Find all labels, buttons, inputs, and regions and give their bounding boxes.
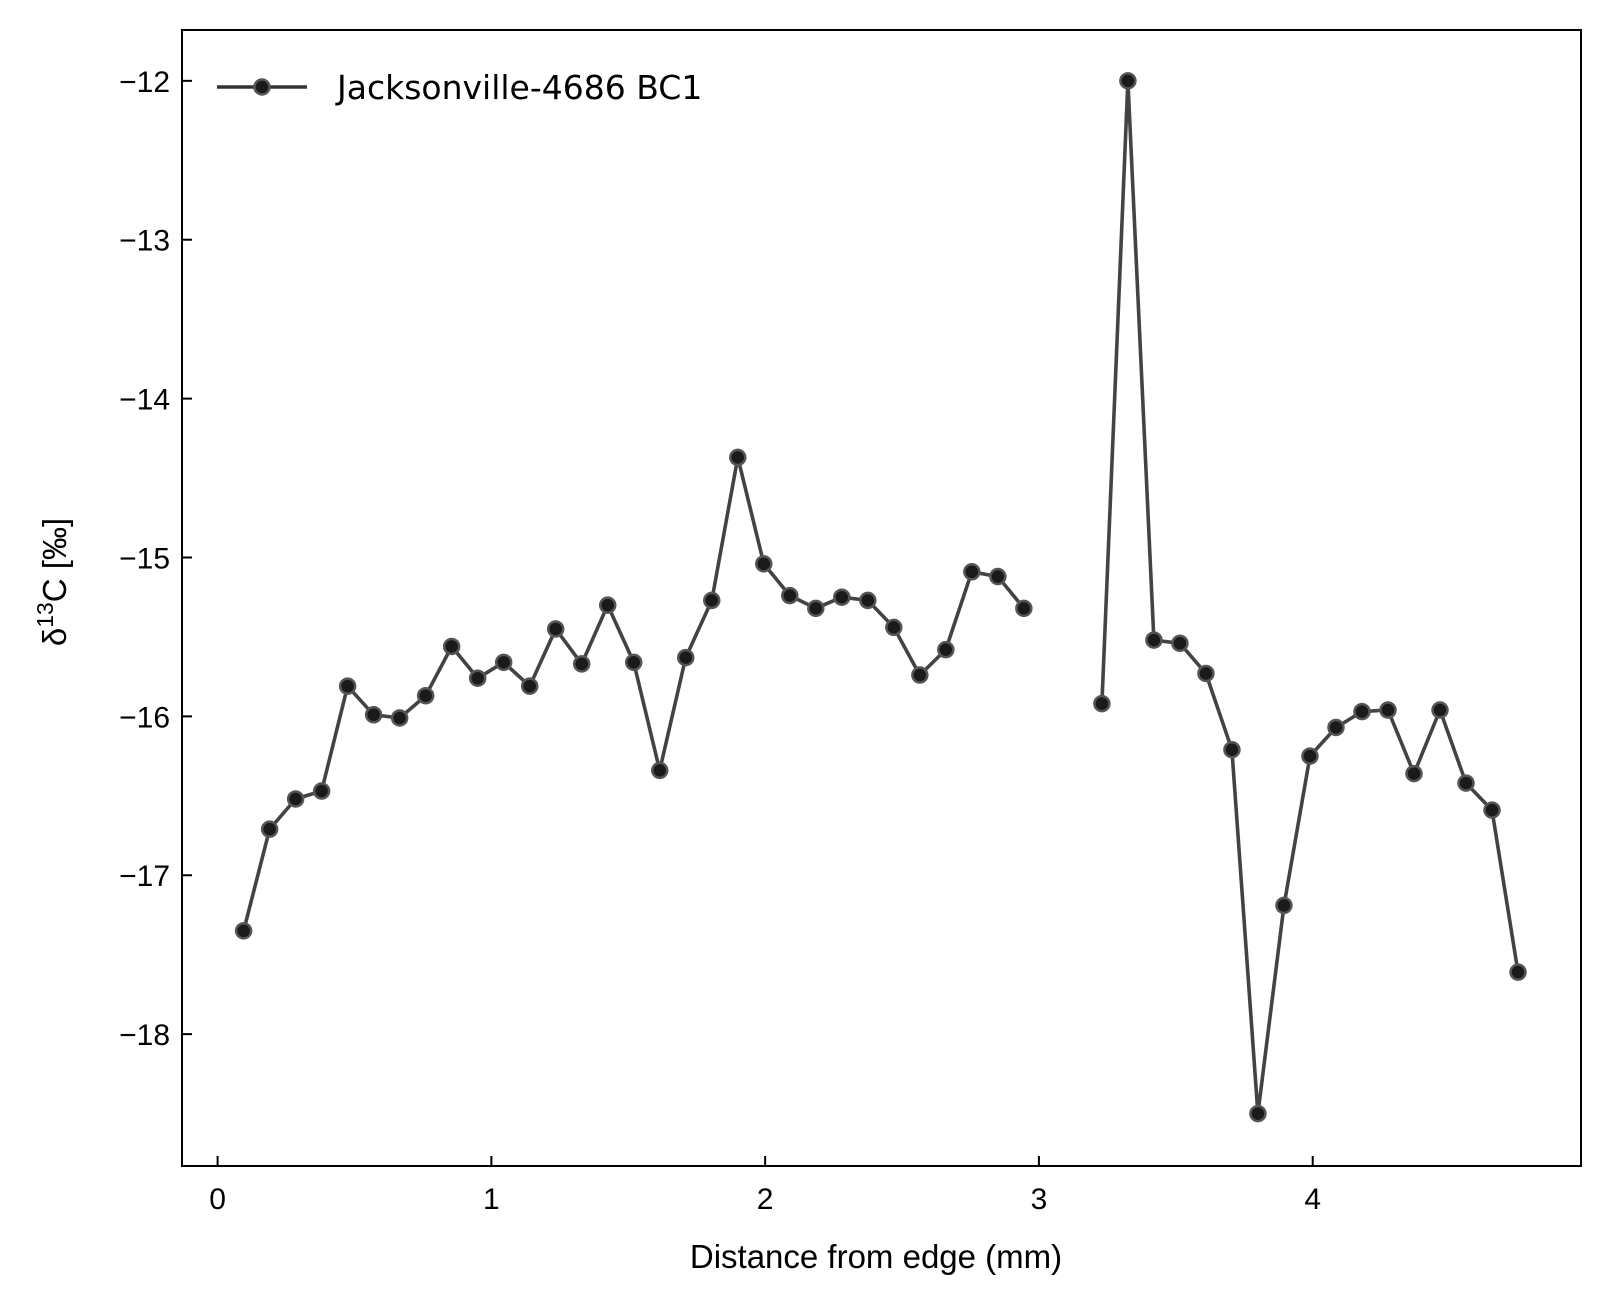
data-point bbox=[390, 709, 409, 727]
data-point bbox=[885, 618, 903, 637]
legend-marker-swatch bbox=[253, 78, 271, 96]
y-axis-label-suffix: C [‰] bbox=[36, 518, 73, 602]
data-point bbox=[260, 820, 279, 838]
y-tick-label: −12 bbox=[119, 66, 170, 99]
data-point bbox=[729, 448, 747, 467]
series-group bbox=[234, 72, 1527, 1123]
x-tick-label: 4 bbox=[1304, 1183, 1321, 1216]
data-point bbox=[1093, 694, 1111, 713]
x-axis-label: Distance from edge (mm) bbox=[690, 1238, 1062, 1275]
data-point bbox=[520, 677, 539, 695]
data-point bbox=[598, 596, 617, 614]
data-point bbox=[1327, 718, 1345, 737]
y-axis-label: δ13C [‰] bbox=[32, 518, 73, 646]
data-point bbox=[468, 669, 487, 687]
data-point bbox=[338, 677, 357, 695]
data-point bbox=[963, 563, 981, 581]
data-point bbox=[1405, 764, 1423, 783]
data-point bbox=[442, 637, 461, 656]
data-point bbox=[624, 653, 643, 672]
data-point bbox=[1171, 634, 1189, 653]
data-point bbox=[703, 591, 721, 610]
y-axis-label-prefix: δ bbox=[36, 628, 73, 646]
x-tick-label: 3 bbox=[1031, 1183, 1048, 1216]
data-point bbox=[1119, 72, 1137, 90]
data-point bbox=[1145, 631, 1163, 649]
data-point bbox=[911, 666, 929, 684]
data-point bbox=[859, 591, 877, 610]
x-tick-label: 1 bbox=[483, 1183, 500, 1216]
data-point bbox=[234, 922, 253, 940]
data-point bbox=[1509, 963, 1527, 981]
data-point bbox=[807, 599, 825, 618]
data-point bbox=[1457, 774, 1475, 792]
data-point bbox=[572, 655, 591, 673]
data-point bbox=[1275, 896, 1293, 915]
data-point bbox=[416, 686, 435, 705]
data-point bbox=[1249, 1104, 1267, 1123]
data-point bbox=[546, 620, 565, 638]
x-tick-label: 0 bbox=[209, 1183, 226, 1216]
y-axis: −12 −13 −14 −15 −16 −17 −18 bbox=[119, 66, 192, 1052]
data-point bbox=[312, 782, 331, 800]
y-tick-label: −13 bbox=[119, 225, 170, 258]
y-tick-label: −18 bbox=[119, 1019, 170, 1052]
legend-entry-label: Jacksonville-4686 BC1 bbox=[335, 68, 702, 107]
y-tick-label: −16 bbox=[119, 701, 170, 734]
data-point bbox=[833, 588, 851, 606]
data-point bbox=[781, 586, 799, 605]
legend: Jacksonville-4686 BC1 bbox=[217, 68, 702, 107]
data-point bbox=[1197, 664, 1215, 683]
data-point bbox=[286, 790, 305, 808]
data-point bbox=[937, 640, 955, 659]
x-axis: 0 1 2 3 4 bbox=[209, 1156, 1321, 1216]
data-point bbox=[1483, 801, 1501, 819]
data-point bbox=[1379, 701, 1397, 719]
x-tick-label: 2 bbox=[757, 1183, 774, 1216]
data-point bbox=[364, 706, 383, 724]
y-tick-label: −15 bbox=[119, 542, 170, 575]
y-axis-label-superscript: 13 bbox=[32, 602, 58, 628]
data-point bbox=[1353, 702, 1371, 721]
data-point bbox=[494, 653, 513, 672]
data-point bbox=[989, 567, 1007, 586]
y-tick-label: −17 bbox=[119, 860, 170, 893]
data-point bbox=[1431, 701, 1449, 719]
data-point bbox=[1223, 740, 1241, 759]
data-point bbox=[1015, 599, 1033, 618]
data-point bbox=[676, 648, 695, 667]
y-tick-label: −14 bbox=[119, 384, 170, 417]
data-point bbox=[650, 761, 669, 780]
data-point bbox=[755, 555, 773, 573]
data-point bbox=[1301, 747, 1319, 765]
plot-frame bbox=[181, 29, 1582, 1167]
